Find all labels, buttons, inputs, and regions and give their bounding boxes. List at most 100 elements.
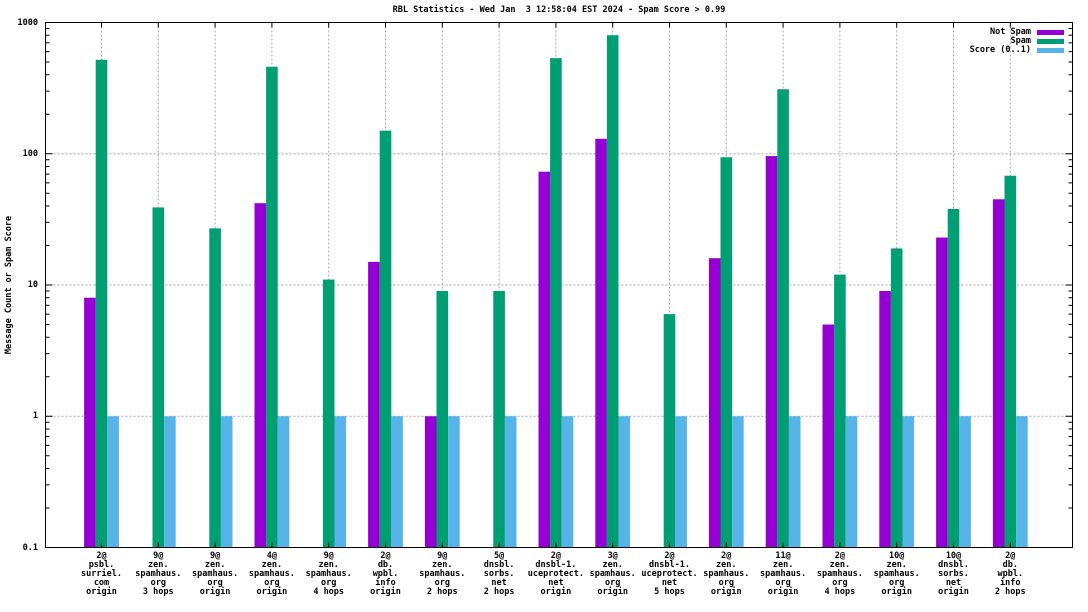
bar-score-0-1 xyxy=(504,416,517,548)
x-category-line: 2@ xyxy=(834,551,846,561)
x-category-line: zen. xyxy=(148,560,169,570)
bar-not-spam xyxy=(822,324,835,548)
x-category-line: dnsbl-1. xyxy=(649,560,690,570)
x-category-label: 9@ zen. spamhaus. org origin xyxy=(187,552,244,597)
x-category-line: zen. xyxy=(602,560,623,570)
bar-spam xyxy=(720,157,733,548)
bar-score-0-1 xyxy=(164,416,176,548)
x-category-label: 4@ zen. spamhaus. org origin xyxy=(244,552,301,597)
x-category-label: 9@ zen. spamhaus. org 4 hops xyxy=(300,552,357,597)
x-category-line: origin xyxy=(938,587,969,597)
bar-score-0-1 xyxy=(788,416,801,548)
x-category-line: dnsbl-1. xyxy=(535,560,577,570)
legend-label: Not Spam xyxy=(990,27,1031,37)
x-category-line: spamhaus. xyxy=(760,569,807,579)
y-tick-label: 1 xyxy=(32,411,38,422)
x-category-line: 4 hops xyxy=(824,587,856,597)
x-category-line: dnsbl. xyxy=(938,560,969,570)
x-category-line: 2@ xyxy=(550,551,562,561)
x-category-line: org xyxy=(321,578,337,588)
x-category-line: origin xyxy=(597,587,629,597)
bar-score-0-1 xyxy=(277,416,290,548)
x-category-line: net xyxy=(945,578,962,588)
x-category-line: psbl. xyxy=(88,560,115,570)
x-category-line: surriel. xyxy=(81,569,122,579)
bar-spam xyxy=(152,207,165,548)
x-category-label: 2@ db. wpbl. info 2 hops xyxy=(982,552,1039,597)
x-category-line: zen. xyxy=(432,560,453,570)
bar-not-spam xyxy=(368,261,380,548)
x-category-line: 3@ xyxy=(607,551,618,561)
x-category-line: 9@ xyxy=(153,551,164,561)
bar-score-0-1 xyxy=(959,416,971,548)
x-category-line: origin xyxy=(540,587,572,597)
bar-spam xyxy=(947,208,960,548)
x-category-label: 10@ dnsbl. sorbs. net origin xyxy=(925,552,982,597)
x-category-line: 2@ xyxy=(380,551,391,561)
x-category-label: 2@ zen. spamhaus. org origin xyxy=(698,552,755,597)
x-category-label: 2@ dnsbl-1. uceprotect. net origin xyxy=(528,552,585,597)
bar-spam xyxy=(550,58,562,548)
x-category-line: zen. xyxy=(772,560,794,570)
x-category-line: wpbl. xyxy=(997,569,1024,579)
x-category-label: 2@ zen. spamhaus. org 4 hops xyxy=(812,552,869,597)
x-category-line: org xyxy=(832,578,848,588)
x-category-line: zen. xyxy=(204,560,226,570)
x-category-line: net xyxy=(661,578,678,588)
x-category-line: wpbl. xyxy=(372,569,399,579)
x-category-line: 4@ xyxy=(266,551,278,561)
x-category-line: spamhaus. xyxy=(135,569,182,579)
x-category-line: 2 hops xyxy=(994,587,1026,597)
bar-score-0-1 xyxy=(391,416,403,548)
bar-score-0-1 xyxy=(107,416,119,548)
bar-spam xyxy=(493,291,505,548)
legend-label: Score (0..1) xyxy=(969,45,1031,55)
x-category-line: 2@ xyxy=(664,551,675,561)
x-category-line: spamhaus. xyxy=(419,569,466,579)
x-category-line: spamhaus. xyxy=(703,569,750,579)
bar-not-spam xyxy=(84,297,96,548)
x-category-line: 4 hops xyxy=(313,587,345,597)
legend-swatch-score-0-1 xyxy=(1037,48,1064,53)
x-category-line: sorbs. xyxy=(938,569,969,579)
bar-not-spam xyxy=(992,199,1005,548)
x-category-line: db. xyxy=(377,560,394,570)
bar-score-0-1 xyxy=(618,416,631,548)
bar-not-spam xyxy=(254,203,267,548)
y-tick-label: 100 xyxy=(22,148,38,159)
x-category-line: org xyxy=(150,578,166,588)
bar-spam xyxy=(663,314,676,548)
bar-score-0-1 xyxy=(561,416,574,548)
x-category-line: origin xyxy=(710,587,742,597)
x-category-label: 2@ db. wpbl. info origin xyxy=(357,552,414,597)
legend-item-spam: Spam xyxy=(970,37,1064,46)
bar-score-0-1 xyxy=(732,416,744,548)
x-category-line: zen. xyxy=(318,560,339,570)
bar-spam xyxy=(890,248,903,548)
x-category-line: uceprotect. xyxy=(527,569,585,579)
bar-score-0-1 xyxy=(1016,416,1028,548)
x-category-line: uceprotect. xyxy=(641,569,698,579)
x-category-line: db. xyxy=(1002,560,1018,570)
bar-spam xyxy=(209,228,221,548)
y-tick-label: 10 xyxy=(27,280,38,290)
x-category-line: 2 hops xyxy=(426,587,458,597)
x-category-line: 5 hops xyxy=(654,587,685,597)
x-category-line: spamhaus. xyxy=(248,569,295,579)
legend-item-score-0-1: Score (0..1) xyxy=(970,46,1064,55)
x-category-line: origin xyxy=(86,587,117,597)
x-category-line: spamhaus. xyxy=(589,569,636,579)
x-category-line: 2@ xyxy=(1005,551,1016,561)
x-category-line: org xyxy=(775,578,791,588)
x-category-line: 2 hops xyxy=(483,587,515,597)
x-category-line: 10@ xyxy=(889,551,905,561)
bar-spam xyxy=(436,291,449,548)
x-category-label: 11@ zen. spamhaus. org origin xyxy=(755,552,812,597)
legend-swatch-not-spam xyxy=(1037,30,1064,35)
x-category-line: org xyxy=(207,578,223,588)
bar-not-spam xyxy=(708,258,721,548)
x-category-line: sorbs. xyxy=(483,569,515,579)
x-category-line: origin xyxy=(199,587,231,597)
bar-spam xyxy=(606,35,619,548)
